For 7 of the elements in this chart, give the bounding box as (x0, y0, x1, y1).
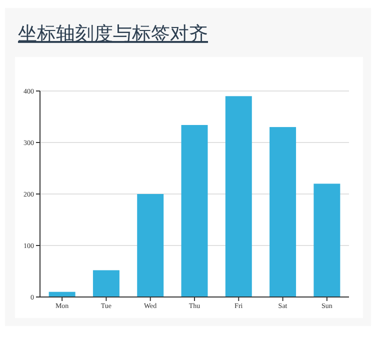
bar (137, 194, 164, 297)
bar (225, 96, 252, 297)
bar (181, 124, 208, 297)
bar (314, 184, 340, 297)
chart-title: 坐标轴刻度与标签对齐 (18, 23, 208, 45)
bar (270, 127, 296, 297)
bar (92, 270, 120, 297)
